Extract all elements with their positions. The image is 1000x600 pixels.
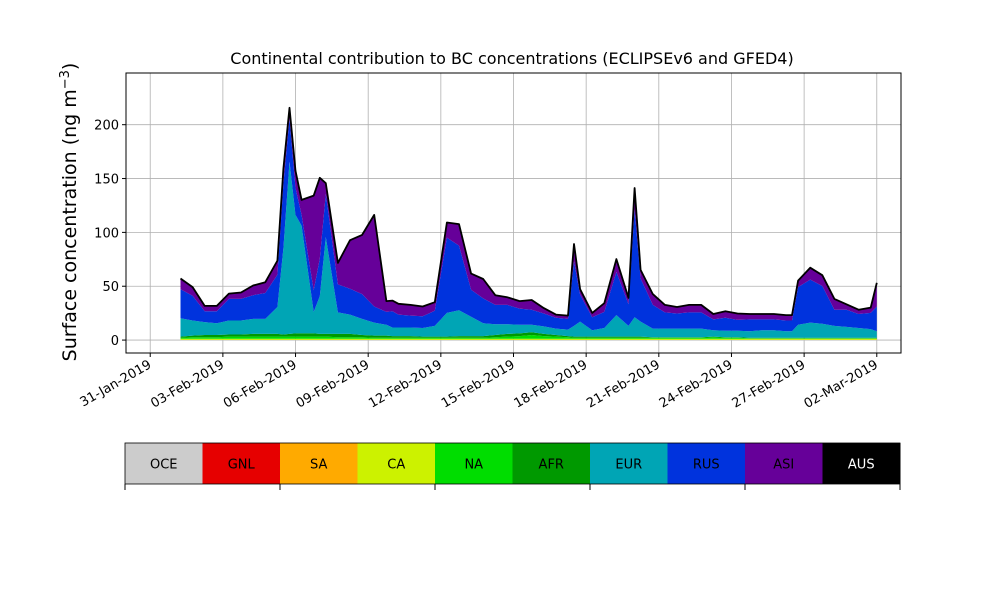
y-axis-label-suffix: ) (59, 63, 81, 70)
y-axis-label: Surface concentration (ng m−3) (58, 63, 81, 362)
legend-label-oce: OCE (150, 458, 178, 473)
legend-swatch-asi (745, 443, 823, 484)
legend-label-rus: RUS (693, 458, 720, 473)
legend-label-sa: SA (310, 458, 327, 473)
area-series-na (180, 335, 877, 339)
legend-frame (124, 442, 901, 485)
legend-label-gnl: GNL (228, 458, 256, 473)
legend-label-na: NA (464, 458, 483, 473)
y-tick-label: 200 (94, 119, 119, 134)
y-tick-label: 0 (111, 334, 119, 349)
legend-swatch-oce (125, 443, 203, 484)
legend-swatch-afr (512, 443, 591, 484)
legend-swatch-eur (590, 443, 668, 484)
area-series-afr (180, 332, 877, 339)
y-axis-label-main: Surface concentration (ng m (59, 89, 81, 361)
total-outline (179, 106, 878, 317)
stacked-areas (180, 107, 877, 341)
y-tick-label: 50 (102, 280, 119, 295)
chart-title: Continental contribution to BC concentra… (230, 49, 793, 68)
legend-label-aus: AUS (848, 458, 875, 473)
legend-label-ca: CA (387, 458, 405, 473)
legend-swatch-aus (822, 443, 901, 484)
legend-swatch-sa (280, 443, 358, 484)
legend-label-asi: ASI (773, 458, 794, 473)
legend-swatch-gnl (202, 443, 281, 484)
legend-swatch-rus (667, 443, 746, 484)
legend-label-eur: EUR (615, 458, 642, 473)
area-series-ca (180, 338, 877, 340)
y-tick-label: 100 (94, 226, 119, 241)
area-series-asi (180, 107, 877, 321)
legend-swatch-ca (357, 443, 436, 484)
legend-colorbar: OCE GNL SA CA NA AFR EUR RUS ASI AUS (124, 442, 901, 490)
area-series-rus (180, 118, 877, 332)
legend-swatch-na (435, 443, 513, 484)
legend-label-afr: AFR (539, 458, 564, 473)
y-axis-label-superscript: −3 (58, 70, 73, 89)
area-series-eur (180, 161, 877, 338)
y-tick-label: 150 (94, 173, 119, 188)
total-line (179, 106, 878, 317)
